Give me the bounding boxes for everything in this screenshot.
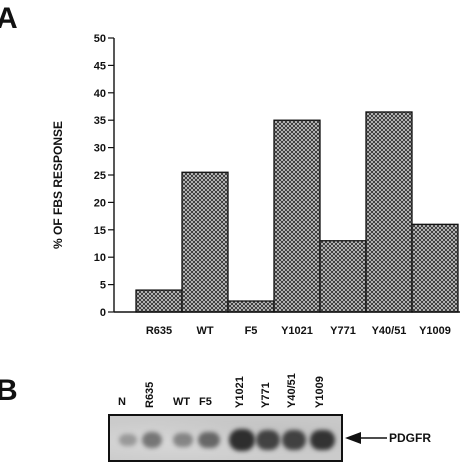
left-arrow-icon bbox=[345, 432, 387, 444]
blot-band bbox=[141, 432, 163, 448]
x-tick-label: F5 bbox=[245, 325, 258, 337]
x-tick-label: Y1009 bbox=[419, 325, 451, 337]
lane-label: F5 bbox=[199, 396, 212, 408]
y-tick-label: 20 bbox=[94, 197, 106, 209]
lane-label: Y40/51 bbox=[286, 373, 298, 408]
bar-y771 bbox=[319, 240, 367, 313]
y-tick-label: 35 bbox=[94, 115, 106, 127]
panel-label-a: A bbox=[0, 2, 18, 35]
bar-y1021 bbox=[273, 119, 321, 313]
y-tick-label: 10 bbox=[94, 252, 106, 264]
blot-band bbox=[282, 430, 306, 450]
y-tick-label: 50 bbox=[94, 33, 106, 45]
x-tick-label: WT bbox=[196, 325, 213, 337]
x-tick-label: R635 bbox=[146, 325, 172, 337]
lane-label: Y1009 bbox=[314, 376, 326, 408]
panel-label-b: B bbox=[0, 374, 18, 407]
y-tick-label: 40 bbox=[94, 88, 106, 100]
blot-band bbox=[198, 431, 220, 449]
blot-band bbox=[173, 432, 193, 448]
lane-label: WT bbox=[173, 396, 191, 408]
bar-chart: R635 WT F5 Y1021 Y771 Y40/51 Y1009 0 5 10 15 20 25 30… bbox=[51, 33, 460, 337]
y-tick-label: 30 bbox=[94, 143, 106, 155]
lane-label: Y1021 bbox=[234, 376, 246, 408]
y-tick-label: 25 bbox=[94, 170, 106, 182]
protein-label: PDGFR bbox=[389, 431, 431, 445]
y-tick-label: 0 bbox=[100, 307, 106, 319]
y-axis-label: % OF FBS RESPONSE bbox=[51, 121, 65, 249]
x-tick-label: Y40/51 bbox=[372, 325, 407, 337]
lane-label: R635 bbox=[144, 381, 156, 408]
y-tick-label: 45 bbox=[94, 60, 106, 72]
bar-y40-51 bbox=[365, 111, 413, 313]
x-tick-label: Y771 bbox=[330, 325, 356, 337]
blot-band bbox=[229, 429, 255, 451]
western-blot bbox=[108, 414, 343, 462]
bar-wt bbox=[181, 171, 229, 313]
lane-label: Y771 bbox=[260, 382, 272, 408]
blot-band bbox=[119, 433, 137, 447]
x-tick-label: Y1021 bbox=[281, 325, 313, 337]
y-tick-label: 15 bbox=[94, 225, 106, 237]
bar-r635 bbox=[135, 289, 183, 313]
blot-band bbox=[309, 429, 335, 451]
bars-layer bbox=[135, 111, 459, 313]
y-tick-label: 5 bbox=[100, 280, 106, 292]
axis-layer: R635 WT F5 Y1021 Y771 Y40/51 Y1009 0 5 10 15 20 25 30… bbox=[94, 33, 460, 337]
bar-f5 bbox=[227, 300, 275, 313]
blot-band bbox=[256, 430, 280, 450]
bar-y1009 bbox=[411, 223, 459, 313]
lane-label: N bbox=[118, 396, 126, 408]
